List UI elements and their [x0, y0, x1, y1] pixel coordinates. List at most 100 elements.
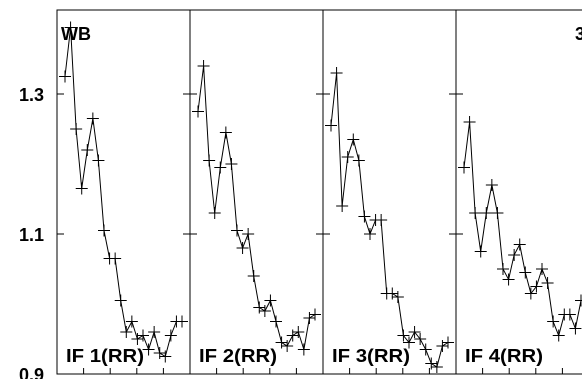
data-point — [347, 133, 360, 146]
data-point — [541, 277, 554, 289]
data-point — [375, 214, 388, 226]
data-point — [64, 21, 77, 34]
corner-label: 3 — [575, 24, 582, 44]
data-point — [386, 287, 399, 300]
data-point — [491, 207, 504, 219]
data-point — [120, 326, 133, 338]
series-line — [463, 121, 582, 338]
data-point — [253, 301, 266, 314]
data-point — [414, 333, 427, 345]
data-point — [474, 245, 487, 258]
data-point — [309, 308, 321, 321]
data-point — [197, 60, 210, 72]
data-point — [114, 294, 127, 307]
data-point — [391, 291, 404, 303]
data-point — [436, 340, 449, 352]
data-point — [59, 70, 71, 83]
data-point — [208, 207, 221, 219]
data-point — [125, 315, 138, 328]
data-point — [231, 224, 243, 237]
data-point — [142, 343, 155, 356]
data-point — [403, 336, 415, 349]
data-point — [502, 273, 515, 286]
panel-label: IF 3(RR) — [332, 346, 410, 366]
data-point — [419, 343, 432, 356]
data-point — [575, 294, 582, 307]
data-point — [508, 249, 521, 261]
series-line — [197, 65, 316, 350]
data-point — [536, 263, 548, 275]
data-point — [148, 326, 161, 338]
data-point — [497, 263, 509, 275]
data-point — [264, 294, 277, 307]
data-point — [408, 326, 421, 338]
data-point — [275, 336, 288, 349]
data-point — [341, 151, 354, 163]
data-point — [109, 252, 122, 265]
panel-label: IF 4(RR) — [465, 346, 543, 366]
data-point — [137, 329, 149, 342]
y-tick-label: 1.3 — [19, 85, 44, 105]
data-point — [425, 357, 438, 370]
data-point — [336, 200, 349, 212]
data-point — [286, 329, 299, 342]
data-point — [75, 182, 88, 195]
data-point — [547, 315, 560, 328]
data-point — [297, 343, 310, 356]
data-point — [247, 270, 260, 282]
series-line — [330, 72, 449, 368]
data-point — [352, 154, 365, 167]
data-point — [86, 112, 99, 125]
data-point — [303, 312, 316, 324]
y-tick-label: 1.1 — [19, 225, 44, 245]
data-point — [569, 322, 582, 335]
data-point — [469, 207, 482, 219]
data-point — [131, 333, 144, 345]
data-point — [397, 329, 410, 342]
data-point — [530, 280, 543, 293]
data-point — [480, 207, 493, 219]
data-point — [225, 158, 238, 170]
data-point — [242, 228, 255, 240]
data-point — [258, 305, 271, 317]
data-point — [513, 238, 526, 251]
panel-frame — [56, 9, 191, 375]
data-point — [153, 347, 166, 359]
y-tick-label: 0.9 — [19, 365, 44, 379]
data-point — [563, 308, 576, 321]
data-point — [92, 154, 105, 167]
series-line — [64, 27, 182, 358]
data-point — [458, 161, 470, 174]
data-point — [519, 266, 532, 279]
data-point — [203, 154, 216, 167]
data-point — [524, 287, 537, 300]
data-point — [219, 126, 232, 139]
data-point — [552, 329, 565, 342]
panel-frame — [189, 9, 324, 375]
data-point — [214, 161, 227, 174]
data-point — [364, 228, 376, 240]
data-point — [236, 242, 249, 254]
panel-label: IF 2(RR) — [199, 346, 277, 366]
data-point — [330, 67, 343, 79]
data-point — [176, 315, 188, 328]
data-point — [292, 326, 305, 338]
panel-frame — [455, 9, 582, 375]
data-point — [164, 329, 177, 342]
data-point — [442, 336, 454, 349]
corner-label: WB — [61, 24, 91, 44]
data-point — [81, 144, 94, 156]
data-point — [463, 116, 476, 128]
data-point — [281, 340, 294, 352]
data-point — [325, 119, 337, 132]
panel-label: IF 1(RR) — [66, 346, 144, 366]
data-point — [358, 210, 371, 223]
data-point — [159, 350, 172, 363]
data-point — [192, 105, 204, 118]
data-point — [98, 224, 110, 237]
data-point — [485, 179, 498, 191]
data-point — [270, 315, 282, 328]
data-point — [70, 123, 83, 135]
